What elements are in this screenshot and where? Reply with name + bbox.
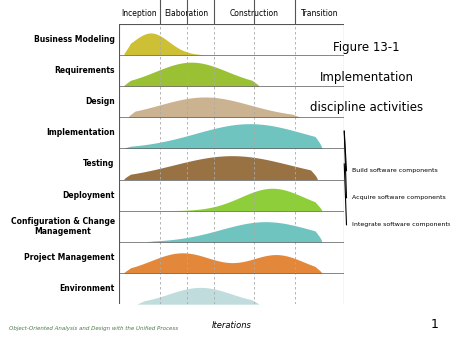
Text: Configuration & Change
Management: Configuration & Change Management (10, 217, 115, 236)
Text: Business Modeling: Business Modeling (34, 35, 115, 44)
Text: Object-Oriented Analysis and Design with the Unified Process: Object-Oriented Analysis and Design with… (9, 326, 178, 331)
Text: Design: Design (85, 97, 115, 106)
Text: Build software components: Build software components (352, 168, 438, 173)
Text: Transition: Transition (301, 8, 338, 18)
Text: Iterations: Iterations (212, 321, 252, 330)
Text: Inception: Inception (122, 8, 158, 18)
Text: Integrate software components: Integrate software components (352, 222, 450, 227)
Text: Acquire software components: Acquire software components (352, 195, 446, 200)
Text: Figure 13-1: Figure 13-1 (333, 41, 400, 53)
Text: Testing: Testing (83, 160, 115, 168)
Text: Environment: Environment (59, 284, 115, 293)
Text: Construction: Construction (230, 8, 279, 18)
Text: Elaboration: Elaboration (165, 8, 209, 18)
Text: Implementation: Implementation (320, 71, 414, 84)
Text: Requirements: Requirements (54, 66, 115, 75)
Text: Implementation: Implementation (46, 128, 115, 137)
Text: Deployment: Deployment (62, 191, 115, 200)
Text: Project Management: Project Management (24, 253, 115, 262)
Text: 1: 1 (431, 318, 439, 331)
Text: discipline activities: discipline activities (310, 101, 423, 114)
